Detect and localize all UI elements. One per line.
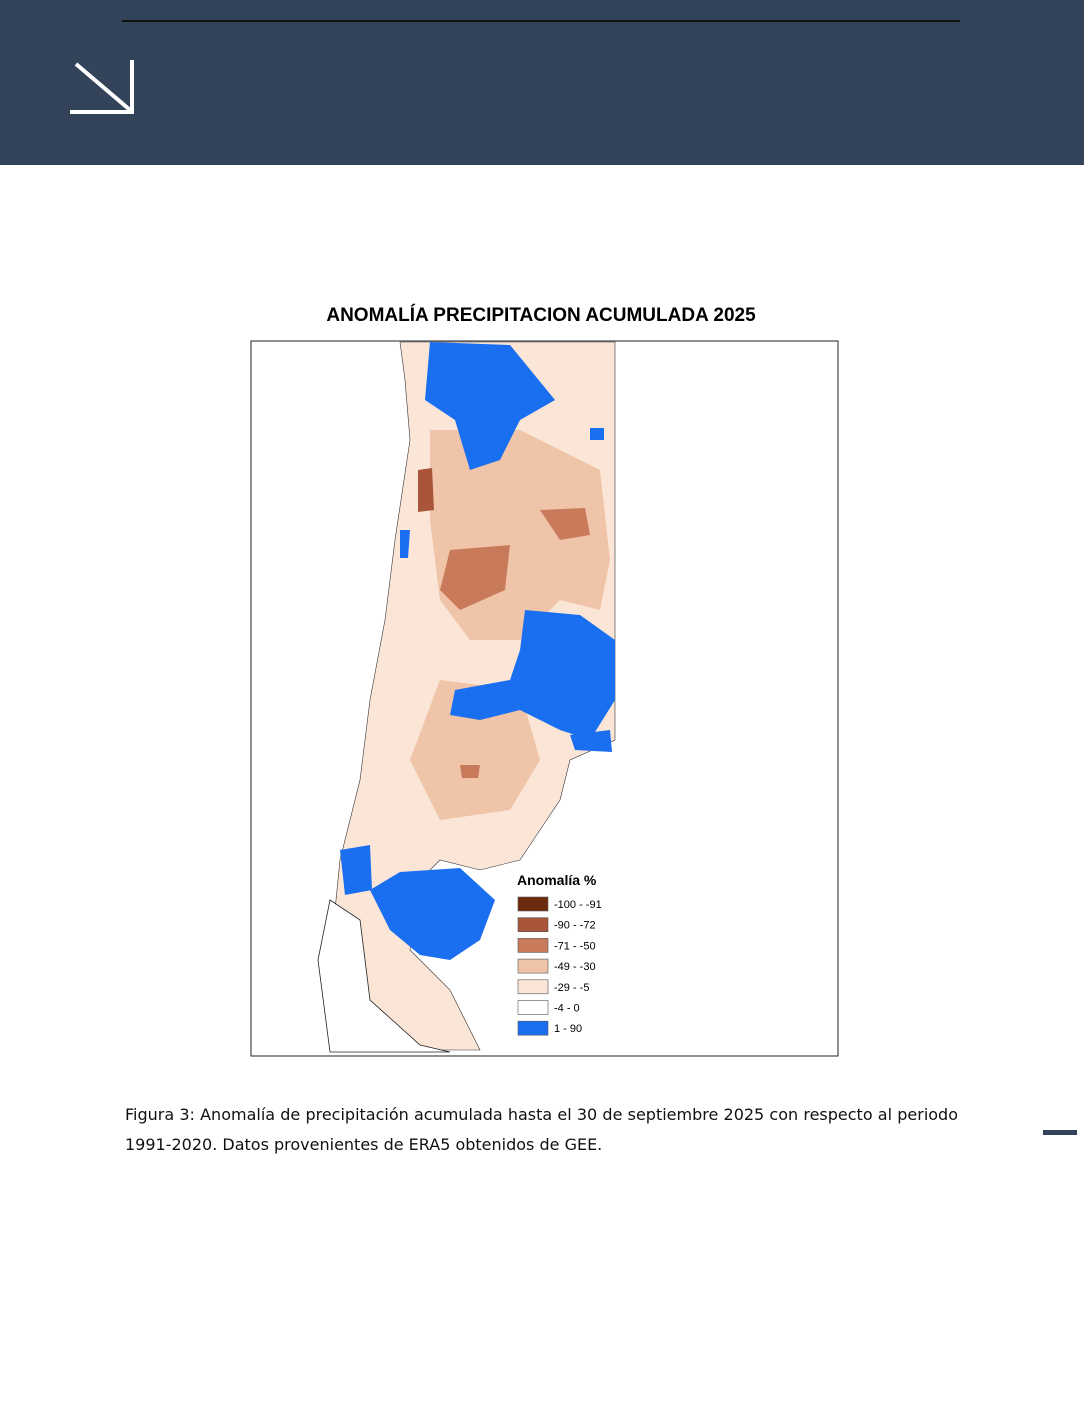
legend-label: -29 - -5 [554, 982, 589, 994]
legend-label: -71 - -50 [554, 940, 596, 952]
legend-swatch [517, 979, 549, 995]
legend-swatch [517, 1020, 549, 1036]
legend-label: -90 - -72 [554, 920, 596, 932]
legend-title: Anomalía % [517, 872, 597, 888]
legend: -100 - -91 -90 - -72 -71 - -50 -49 - -30 -29… [517, 896, 602, 1036]
legend-swatch [517, 938, 549, 953]
legend-swatch [517, 1000, 549, 1015]
arrow-icon [70, 60, 134, 114]
header-graphics [70, 20, 960, 114]
header-bar [0, 0, 1084, 165]
figure-title: ANOMALÍA PRECIPITACION ACUMULADA 2025 [326, 304, 756, 326]
legend-swatch [517, 917, 549, 933]
figure-caption: Figura 3: Anomalía de precipitación acum… [125, 1105, 958, 1154]
legend-label: -100 - -91 [554, 899, 602, 911]
legend-label: 1 - 90 [554, 1023, 582, 1035]
page-marker [1043, 1130, 1077, 1135]
legend-label: -49 - -30 [554, 961, 596, 973]
legend-swatch [517, 896, 549, 912]
map [317, 341, 616, 1053]
legend-swatch [517, 958, 549, 974]
legend-label: -4 - 0 [554, 1003, 580, 1015]
